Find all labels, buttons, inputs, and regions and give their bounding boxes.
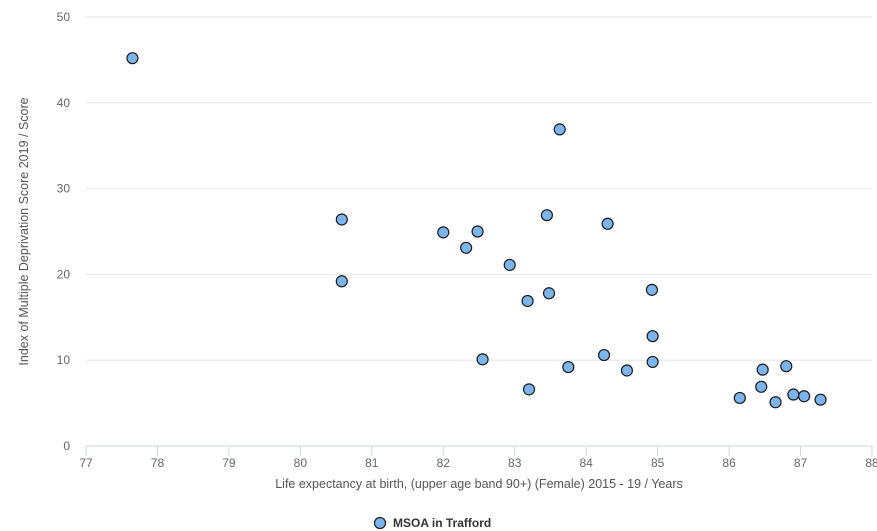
scatter-point[interactable] — [522, 383, 536, 396]
scatter-point[interactable] — [553, 123, 566, 136]
scatter-point[interactable] — [471, 225, 484, 238]
x-tick-label: 85 — [651, 456, 665, 470]
x-tick-label: 81 — [365, 456, 379, 470]
y-axis-title: Index of Multiple Deprivation Score 2019… — [17, 97, 31, 365]
scatter-point[interactable] — [645, 283, 659, 296]
scatter-point[interactable] — [437, 226, 450, 239]
legend-marker-icon — [373, 516, 387, 530]
scatter-point[interactable] — [798, 390, 811, 403]
scatter-point[interactable] — [769, 396, 782, 409]
x-tick-label: 80 — [294, 456, 308, 470]
scatter-point[interactable] — [562, 360, 575, 374]
scatter-point[interactable] — [756, 363, 769, 376]
y-tick-label: 30 — [57, 182, 71, 196]
scatter-point[interactable] — [476, 353, 489, 366]
x-tick-label: 77 — [79, 456, 93, 470]
x-tick-label: 79 — [222, 456, 236, 470]
scatter-point[interactable] — [814, 393, 827, 406]
scatter-point[interactable] — [503, 258, 516, 272]
scatter-point[interactable] — [780, 360, 793, 373]
scatter-point[interactable] — [126, 52, 139, 65]
x-tick-label: 78 — [151, 456, 165, 470]
x-tick-label: 83 — [508, 456, 522, 470]
x-tick-label: 87 — [794, 456, 808, 470]
scatter-point[interactable] — [787, 388, 800, 401]
x-tick-label: 82 — [437, 456, 451, 470]
data-points — [126, 52, 827, 409]
legend-label: MSOA in Trafford — [393, 516, 491, 530]
scatter-point[interactable] — [733, 391, 746, 405]
scatter-point[interactable] — [521, 294, 534, 308]
scatter-point[interactable] — [542, 287, 556, 300]
scatter-point[interactable] — [620, 364, 634, 377]
scatter-point[interactable] — [646, 355, 659, 369]
y-tick-label: 10 — [57, 353, 71, 367]
scatter-point[interactable] — [601, 217, 614, 230]
x-tick-label: 84 — [580, 456, 594, 470]
y-tick-label: 20 — [57, 267, 71, 281]
scatter-point[interactable] — [460, 241, 473, 254]
y-tick-label: 0 — [63, 439, 70, 453]
legend[interactable]: MSOA in Trafford — [373, 516, 492, 530]
y-tick-label: 50 — [57, 10, 71, 24]
scatter-point[interactable] — [597, 348, 611, 362]
x-axis-title: Life expectancy at birth, (upper age ban… — [275, 477, 683, 491]
scatter-point[interactable] — [646, 330, 659, 343]
x-tick-label: 88 — [865, 456, 877, 470]
axes: 0 10 20 30 40 50 77 78 79 80 81 82 83 84 85 86 87 88 — [57, 10, 877, 470]
scatter-point[interactable] — [335, 275, 348, 288]
scatter-point[interactable] — [755, 380, 768, 393]
x-tick-label: 86 — [722, 456, 736, 470]
scatter-point[interactable] — [540, 209, 553, 222]
scatter-point[interactable] — [335, 213, 348, 226]
y-tick-label: 40 — [57, 96, 71, 110]
gridlines — [86, 16, 872, 361]
